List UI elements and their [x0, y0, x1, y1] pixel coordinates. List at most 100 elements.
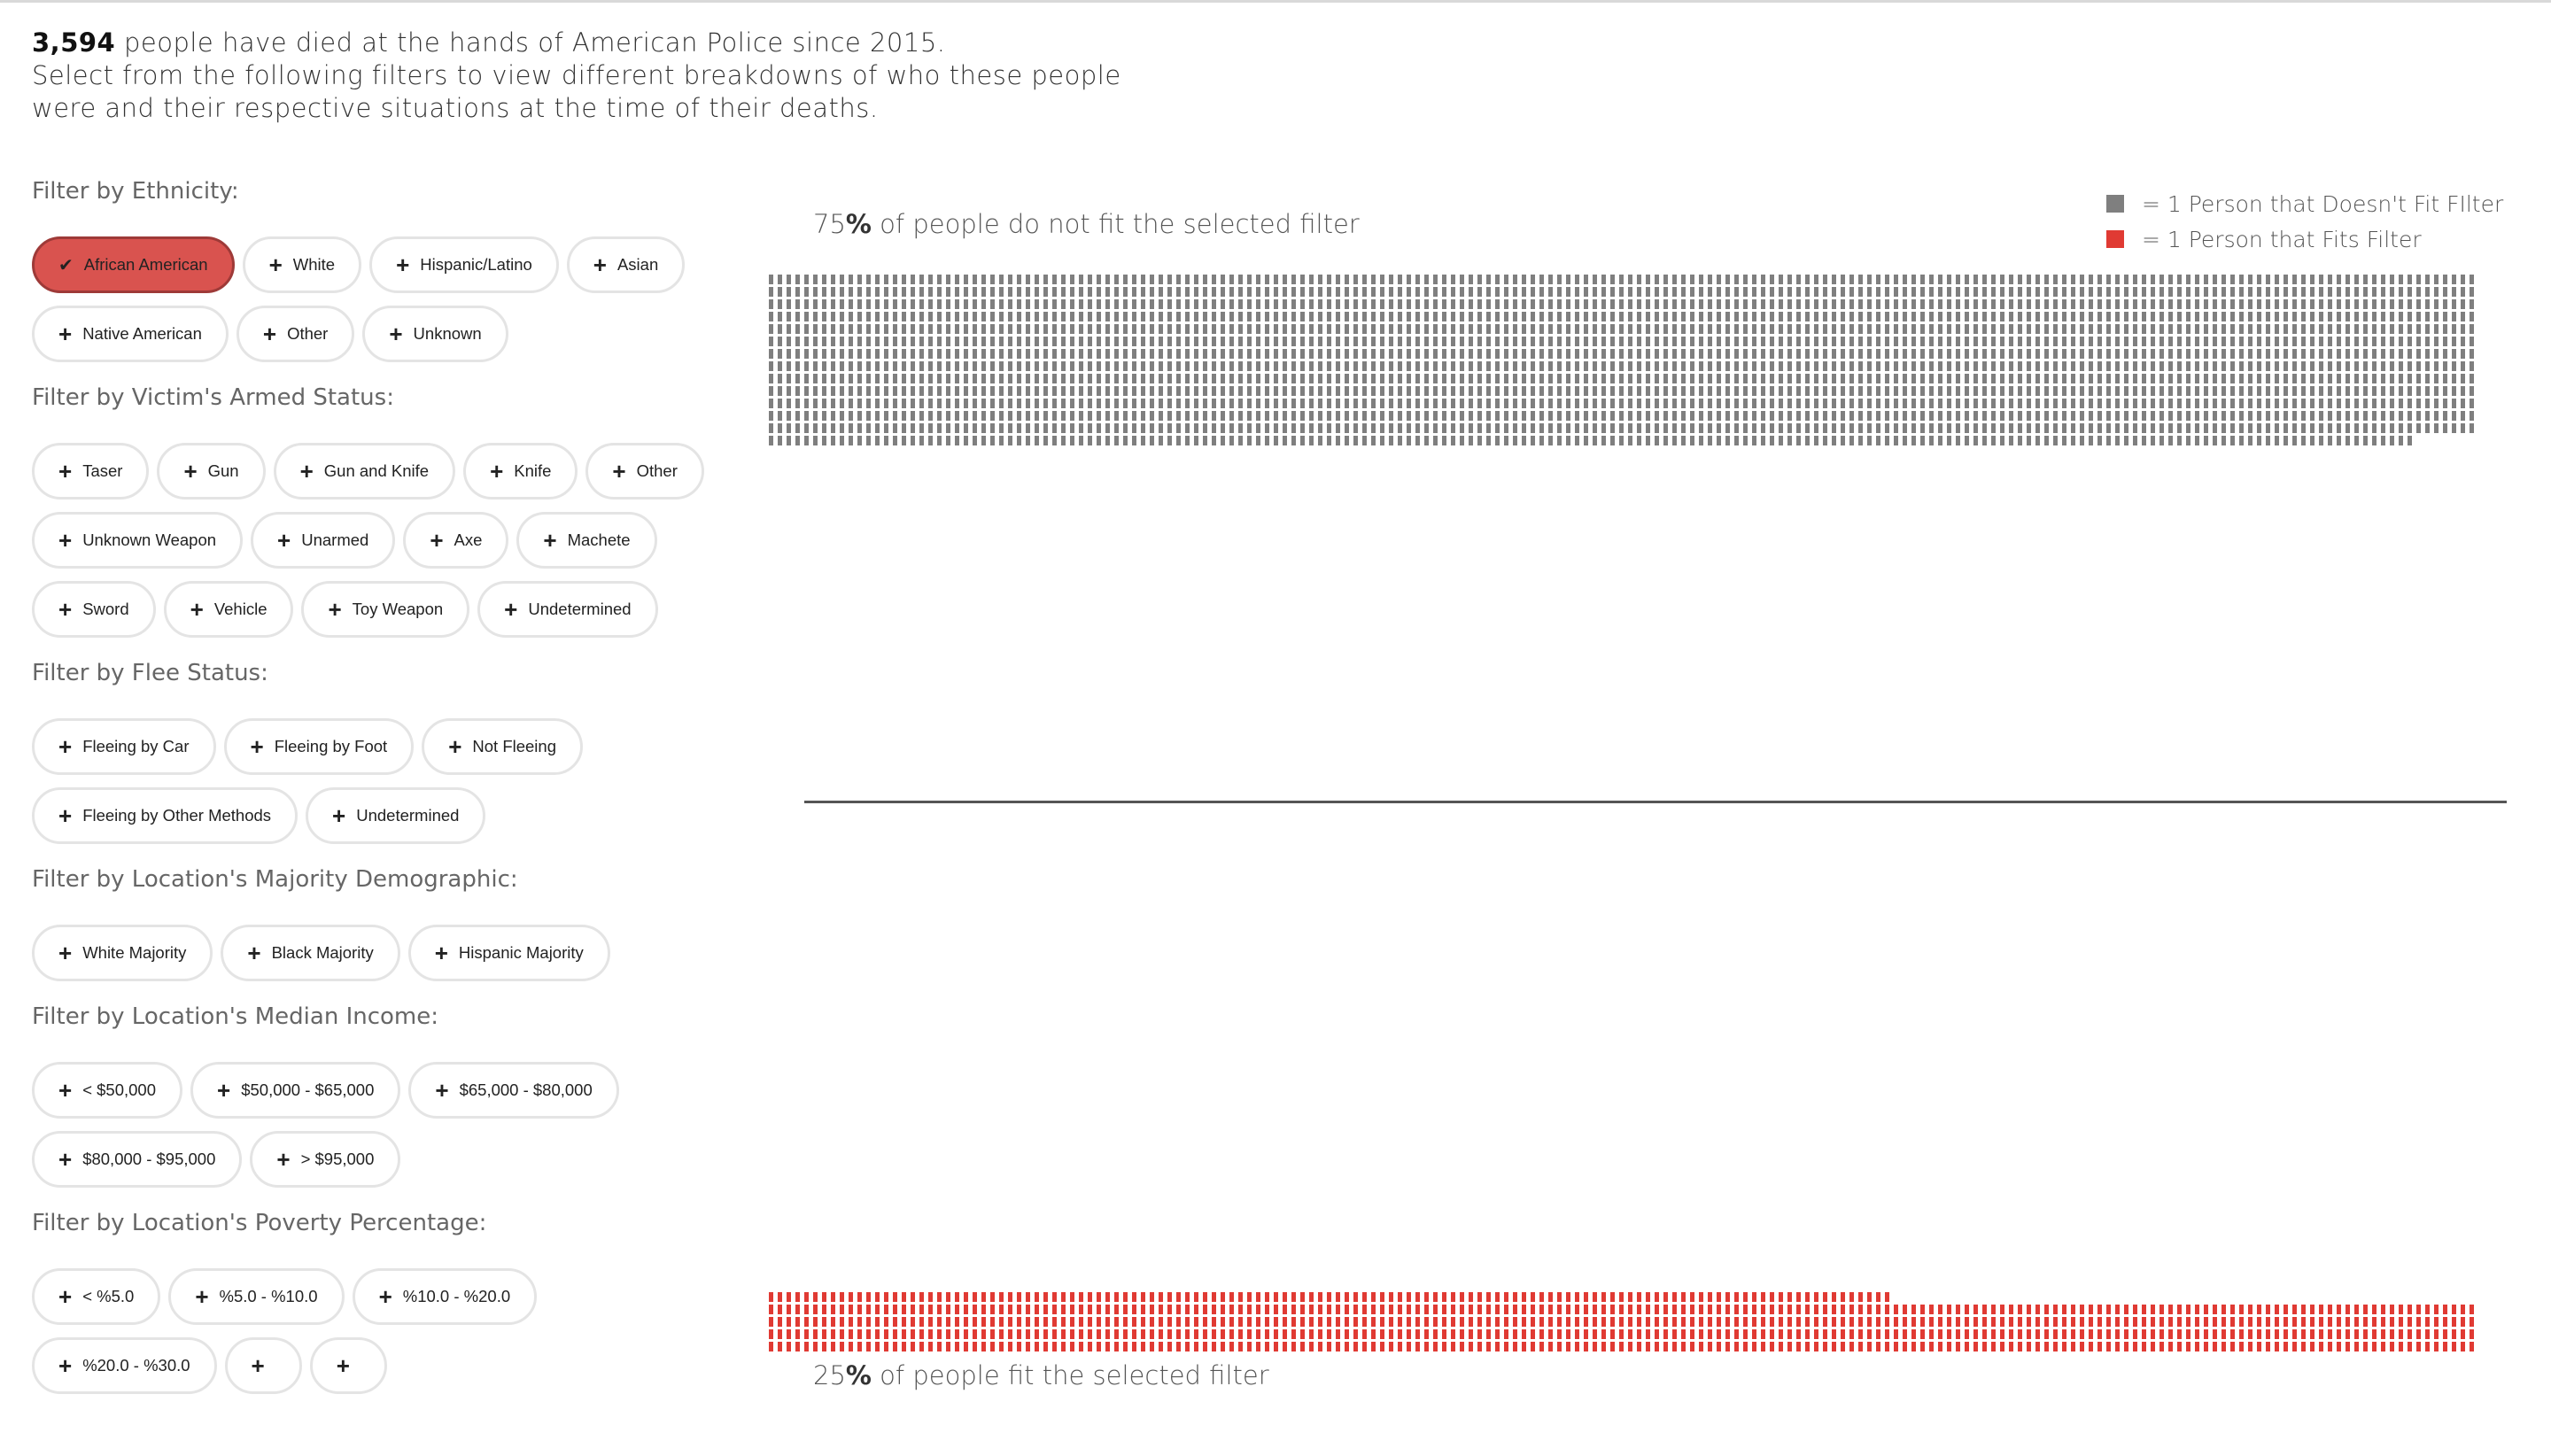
plus-icon: + [217, 1077, 231, 1104]
waffle-cell-not-fit [2266, 324, 2270, 334]
waffle-cell-not-fit [1619, 411, 1624, 421]
waffle-cell-not-fit [1345, 423, 1349, 433]
waffle-cell-not-fit [2186, 361, 2190, 371]
filter-pill-button[interactable]: + Gun [157, 443, 266, 500]
filter-pill-button[interactable]: + Native American [32, 306, 229, 362]
waffle-cell-not-fit [2257, 312, 2261, 321]
waffle-cell-not-fit [1655, 374, 1659, 383]
filter-pill-button[interactable]: + Taser [32, 443, 150, 500]
waffle-cell-not-fit [804, 349, 809, 359]
waffle-cell-not-fit [2461, 386, 2465, 396]
waffle-cell-not-fit [2124, 386, 2128, 396]
waffle-cell-not-fit [1353, 423, 1358, 433]
waffle-cell-not-fit [1362, 312, 1367, 321]
waffle-cell-fit [1814, 1342, 1818, 1351]
waffle-cell-not-fit [2399, 299, 2403, 309]
waffle-cell-fit [1371, 1329, 1376, 1339]
filter-pill-button[interactable]: + $50,000 - $65,000 [190, 1062, 401, 1119]
filter-pill-button[interactable]: + Other [585, 443, 704, 500]
waffle-cell-not-fit [937, 436, 942, 445]
waffle-cell-fit [1628, 1329, 1632, 1339]
filter-pill-button[interactable]: + $80,000 - $95,000 [32, 1131, 243, 1188]
filter-pill-button[interactable]: + Other [236, 306, 355, 362]
waffle-cell-not-fit [928, 337, 933, 346]
filter-pill-button[interactable]: + White Majority [32, 925, 213, 981]
waffle-cell-fit [1017, 1329, 1021, 1339]
waffle-cell-not-fit [902, 299, 906, 309]
filter-pill-button[interactable]: + Asian [566, 236, 686, 293]
waffle-cell-fit [1575, 1292, 1579, 1302]
waffle-cell-not-fit [1982, 374, 1987, 383]
waffle-cell-not-fit [1779, 324, 1783, 334]
filter-pill-button[interactable]: + %5.0 - %10.0 [168, 1268, 345, 1325]
filter-pill-button[interactable]: + Toy Weapon [301, 581, 470, 638]
waffle-cell-not-fit [1787, 411, 1792, 421]
waffle-cell-not-fit [2071, 349, 2075, 359]
waffle-cell-not-fit [1885, 399, 1889, 408]
filter-pill-button[interactable]: ✔ African American [32, 236, 235, 293]
filter-pill-button[interactable]: + < $50,000 [32, 1062, 183, 1119]
waffle-cell-not-fit [1814, 299, 1818, 309]
filter-pill-button[interactable]: + Unknown [362, 306, 508, 362]
waffle-cell-not-fit [1389, 386, 1393, 396]
filter-pill-button[interactable]: + White [242, 236, 362, 293]
waffle-cell-not-fit [1159, 312, 1163, 321]
waffle-cell-not-fit [822, 337, 826, 346]
waffle-cell-not-fit [1717, 399, 1721, 408]
filter-pill-button[interactable]: + Unarmed [251, 512, 396, 569]
waffle-cell-not-fit [1008, 275, 1012, 284]
waffle-cell-not-fit [2230, 349, 2235, 359]
filter-pill-button[interactable]: + > $95,000 [250, 1131, 401, 1188]
waffle-cell-not-fit [2319, 423, 2323, 433]
waffle-cell-not-fit [1787, 312, 1792, 321]
filter-pill-button[interactable]: + $65,000 - $80,000 [408, 1062, 619, 1119]
filter-pill-button[interactable]: + %20.0 - %30.0 [32, 1337, 217, 1394]
filter-pill-button[interactable]: + Axe [403, 512, 509, 569]
waffle-cell-not-fit [1610, 374, 1615, 383]
filter-pill-button[interactable]: + Gun and Knife [273, 443, 456, 500]
waffle-cell-not-fit [1141, 287, 1145, 297]
filter-pill-button[interactable]: + Undetermined [477, 581, 658, 638]
filter-pill-button[interactable]: + [224, 1337, 302, 1394]
waffle-cell-not-fit [1389, 287, 1393, 297]
waffle-cell-fit [1841, 1305, 1845, 1314]
filter-pill-button[interactable]: + [309, 1337, 387, 1394]
filter-pill-button[interactable]: + Sword [32, 581, 156, 638]
filter-pill-button[interactable]: + Fleeing by Foot [223, 718, 415, 775]
filter-pill-button[interactable]: + Knife [463, 443, 578, 500]
waffle-cell-not-fit [1424, 386, 1429, 396]
filter-pill-button[interactable]: + Fleeing by Car [32, 718, 216, 775]
waffle-cell-fit [2470, 1305, 2474, 1314]
waffle-cell-not-fit [1389, 374, 1393, 383]
waffle-cell-fit [973, 1292, 977, 1302]
waffle-cell-not-fit [981, 337, 986, 346]
filter-pill-button[interactable]: + Hispanic Majority [407, 925, 610, 981]
waffle-cell-not-fit [875, 411, 880, 421]
waffle-cell-not-fit [2000, 299, 2004, 309]
waffle-cell-not-fit [1114, 386, 1119, 396]
waffle-cell-not-fit [2283, 361, 2288, 371]
waffle-cell-fit [2248, 1317, 2252, 1327]
waffle-cell-not-fit [849, 374, 853, 383]
waffle-cell-not-fit [2408, 312, 2412, 321]
waffle-cell-not-fit [822, 423, 826, 433]
filter-pill-button[interactable]: + Not Fleeing [422, 718, 583, 775]
waffle-cell-not-fit [2354, 324, 2359, 334]
filter-pill-button[interactable]: + Vehicle [163, 581, 294, 638]
filter-pill-button[interactable]: + < %5.0 [32, 1268, 161, 1325]
filter-pill-label: Native American [82, 324, 202, 343]
waffle-cell-not-fit [2292, 436, 2297, 445]
waffle-cell-fit [822, 1329, 826, 1339]
waffle-cell-fit [1035, 1342, 1039, 1351]
filter-pill-button[interactable]: + Hispanic/Latino [369, 236, 559, 293]
filter-pill-button[interactable]: + Fleeing by Other Methods [32, 787, 299, 844]
waffle-cell-fit [1389, 1342, 1393, 1351]
filter-pill-button[interactable]: + Undetermined [306, 787, 486, 844]
waffle-cell-not-fit [1885, 361, 1889, 371]
waffle-cell-not-fit [2399, 399, 2403, 408]
filter-pill-button[interactable]: + Machete [516, 512, 657, 569]
waffle-cell-not-fit [1823, 374, 1827, 383]
filter-pill-button[interactable]: + Black Majority [221, 925, 400, 981]
filter-pill-button[interactable]: + %10.0 - %20.0 [352, 1268, 538, 1325]
filter-pill-button[interactable]: + Unknown Weapon [32, 512, 244, 569]
